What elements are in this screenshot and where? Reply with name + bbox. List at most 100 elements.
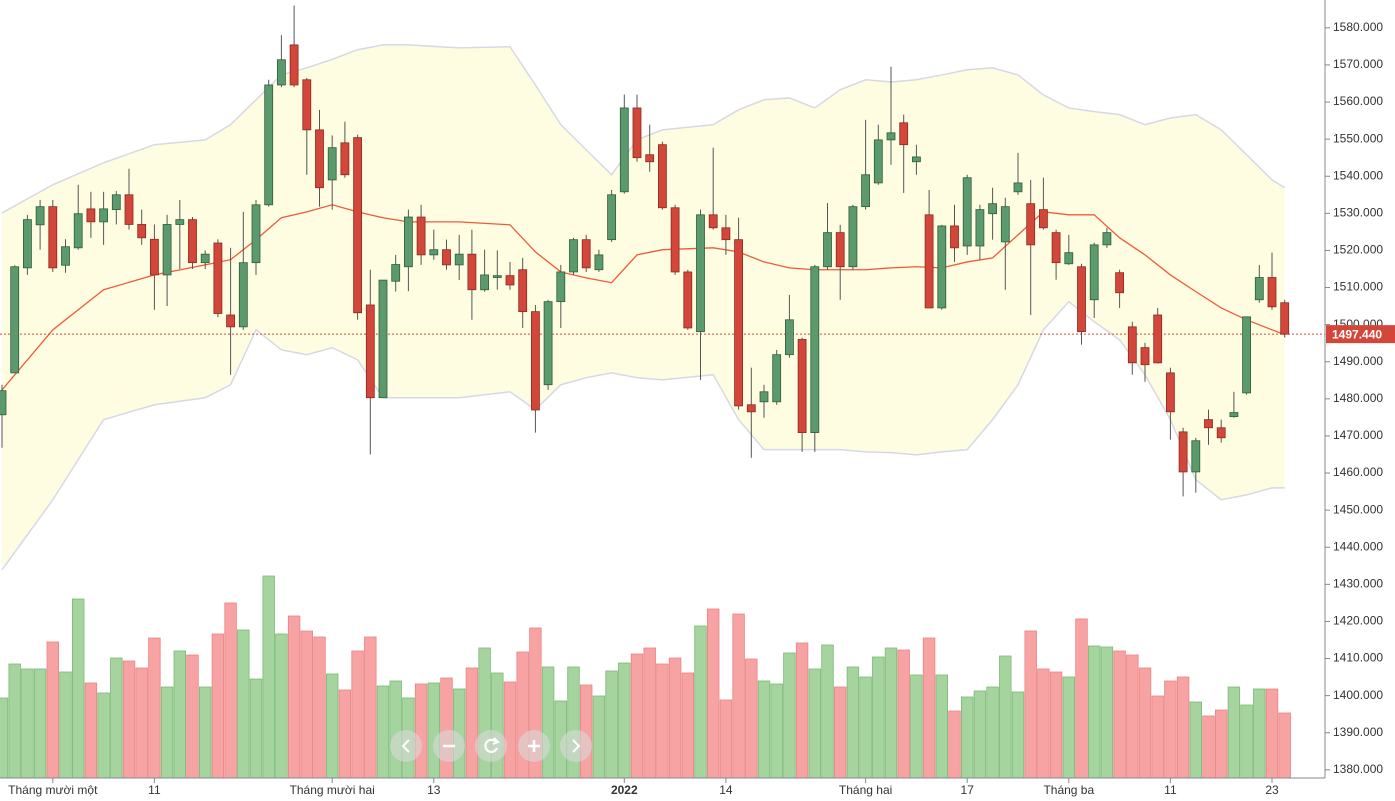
volume-bar <box>97 692 110 779</box>
volume-bar <box>808 668 822 779</box>
candle-body <box>759 391 769 403</box>
volume-bar <box>300 630 314 779</box>
y-tick-label: 1540.000 <box>1333 168 1383 182</box>
candle-body <box>569 239 578 273</box>
volume-bar <box>173 650 187 779</box>
candle-body <box>340 142 350 176</box>
candle-body <box>734 239 743 407</box>
candle-body <box>1242 316 1251 394</box>
candle-body <box>61 246 70 266</box>
candle-body <box>10 266 20 374</box>
candle-body <box>416 216 426 256</box>
candle-body <box>1115 272 1124 294</box>
volume-bar <box>237 629 250 779</box>
y-tick-label: 1510.000 <box>1333 280 1383 294</box>
candle-body <box>213 242 223 314</box>
volume-bar <box>668 657 682 779</box>
y-tick-label: 1430.000 <box>1333 577 1383 591</box>
y-tick-label: 1420.000 <box>1333 614 1383 628</box>
volume-bar <box>1024 630 1037 779</box>
candle-body <box>1153 314 1163 364</box>
candle-body <box>137 224 147 239</box>
volume-bar <box>465 667 479 779</box>
last-price-box <box>1326 325 1395 344</box>
candle-body <box>962 177 972 247</box>
x-tick-label: 14 <box>719 783 733 797</box>
volume-bar <box>325 673 339 779</box>
y-tick-label: 1410.000 <box>1333 651 1383 665</box>
y-tick-label: 1400.000 <box>1333 688 1383 702</box>
candle-body <box>1267 277 1277 308</box>
candle-body <box>73 213 83 249</box>
volume-bar <box>1253 688 1266 779</box>
y-tick-label: 1380.000 <box>1333 762 1383 776</box>
candle-body <box>162 224 172 276</box>
candle-body <box>1254 277 1264 301</box>
zoom-out-button[interactable] <box>433 730 465 762</box>
candle-body <box>1089 244 1099 301</box>
volume-bar <box>135 667 148 779</box>
candle-body <box>1166 372 1175 413</box>
candle-body <box>327 147 337 181</box>
y-tick-label: 1480.000 <box>1333 391 1383 405</box>
volume-bar <box>160 686 174 779</box>
volume-bar <box>72 598 85 779</box>
candle-body <box>35 206 45 226</box>
volume-bar <box>84 682 98 779</box>
candle-body <box>975 209 985 247</box>
y-tick-label: 1440.000 <box>1333 539 1383 553</box>
volume-bar <box>605 670 618 779</box>
candle-body <box>454 253 464 266</box>
candle-body <box>1204 419 1213 429</box>
candle-body <box>429 249 439 256</box>
candle-body <box>531 311 540 411</box>
band-lower <box>1 300 1285 571</box>
zoom-controls <box>390 730 592 762</box>
zoom-in-button[interactable] <box>518 730 550 762</box>
volume-bar <box>1278 712 1291 779</box>
scroll-right-button[interactable] <box>560 730 592 762</box>
candle-body <box>594 254 604 271</box>
candle-body <box>149 238 159 276</box>
x-tick-label: 2022 <box>611 783 638 797</box>
candle-body <box>746 404 756 413</box>
candle-body <box>696 214 705 333</box>
volume-bar <box>719 699 733 779</box>
candle-body <box>721 227 731 241</box>
volume-bar <box>795 642 809 779</box>
candle-body <box>988 203 997 215</box>
candle-body <box>175 219 185 225</box>
volume-bar <box>757 680 771 779</box>
volume-bar <box>846 666 860 779</box>
candle-body <box>251 204 261 264</box>
candle-body <box>1102 232 1112 246</box>
candle-body <box>797 339 807 433</box>
candle-body <box>238 262 248 328</box>
candle-body <box>315 129 324 189</box>
volume-bar <box>21 668 34 779</box>
volume-bar <box>1176 676 1190 779</box>
candle-body <box>848 206 858 268</box>
x-tick-label: 13 <box>427 783 441 797</box>
volume-bar <box>313 636 326 779</box>
volume-bar <box>376 685 390 779</box>
reset-button[interactable] <box>475 730 507 762</box>
candle-body <box>1039 209 1048 229</box>
volume-bar <box>249 678 263 779</box>
candle-body <box>124 194 134 225</box>
volume-bar <box>122 660 136 779</box>
candle-body <box>1026 203 1036 246</box>
candle-layer <box>0 5 1325 497</box>
volume-bar <box>224 602 237 779</box>
scroll-left-button[interactable] <box>390 730 422 762</box>
candle-body <box>1140 347 1150 366</box>
candle-body <box>492 275 502 278</box>
volume-bar <box>275 633 288 779</box>
volume-bar <box>1227 686 1241 779</box>
volume-bar <box>770 683 783 779</box>
volume-bar <box>643 647 656 779</box>
volume-bar <box>948 710 961 779</box>
volume-bar <box>1037 668 1050 779</box>
volume-bar <box>745 658 758 779</box>
